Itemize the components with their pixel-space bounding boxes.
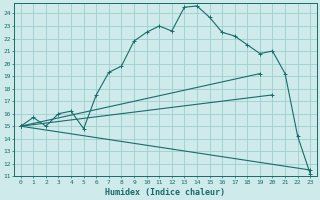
X-axis label: Humidex (Indice chaleur): Humidex (Indice chaleur)	[106, 188, 226, 197]
